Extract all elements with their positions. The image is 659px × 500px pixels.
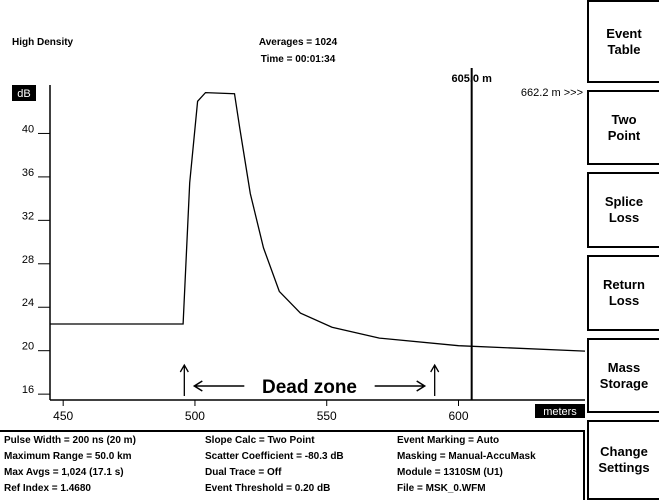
softkey[interactable]: Change Settings [587, 420, 659, 500]
info-field: Ref Index = 1.4680 [4, 483, 91, 494]
x-tick-label: 450 [53, 409, 73, 423]
y-tick-label: 24 [22, 297, 34, 309]
dead-zone-marker [430, 363, 440, 396]
averages-label: Averages = 1024 [259, 37, 338, 48]
y-tick-label: 32 [22, 210, 34, 222]
info-field: Scatter Coefficient = -80.3 dB [205, 451, 344, 462]
trace-view: High Density Averages = 1024 Time = 00:0… [12, 37, 586, 423]
softkey-label: Mass [607, 359, 641, 375]
softkey[interactable]: Two Point [587, 90, 659, 165]
info-field: Dual Trace = Off [205, 467, 282, 478]
y-tick-label: 40 [22, 123, 34, 135]
softkey-label: Return [603, 277, 645, 292]
softkey[interactable]: Mass Storage [587, 338, 659, 413]
softkey-label: Loss [608, 210, 640, 225]
info-field: Slope Calc = Two Point [205, 435, 315, 446]
softkey-label: Two [611, 111, 637, 127]
softkey-label: Storage [599, 375, 649, 391]
softkey-label: Event [606, 25, 642, 41]
info-field: File = MSK_0.WFM [397, 483, 486, 494]
y-tick-label: 16 [22, 384, 34, 396]
offscreen-label: 662.2 m >>> [521, 87, 583, 99]
cursor-label: 605.0 m [451, 73, 492, 85]
dead-zone-marker [179, 363, 189, 396]
x-unit: meters [543, 406, 577, 418]
y-tick-label: 20 [22, 341, 34, 353]
info-field: Event Threshold = 0.20 dB [205, 483, 331, 494]
info-field: Pulse Width = 200 ns (20 m) [4, 435, 136, 446]
info-field: Event Marking = Auto [397, 435, 500, 446]
info-field: Max Avgs = 1,024 (17.1 s) [4, 467, 124, 478]
y-unit-box [12, 85, 36, 101]
time-label: Time = 00:01:34 [261, 54, 336, 65]
softkey[interactable]: Return Loss [587, 255, 659, 331]
softkey-label: Splice [604, 194, 644, 209]
softkey[interactable]: Splice Loss [587, 172, 659, 248]
softkey-label: Point [607, 127, 641, 143]
x-tick-label: 500 [185, 409, 205, 423]
softkey-label: Loss [608, 293, 640, 308]
info-field: Module = 1310SM (U1) [397, 467, 503, 478]
softkey-label: Change [600, 444, 648, 459]
y-unit: dB [17, 88, 30, 100]
mode-label: High Density [12, 37, 74, 48]
x-tick-label: 550 [317, 409, 337, 423]
y-tick-label: 36 [22, 167, 34, 179]
x-tick-label: 600 [448, 409, 468, 423]
dead-zone-arrow [192, 380, 427, 392]
y-tick-label: 28 [22, 254, 34, 266]
info-panel: Pulse Width = 200 ns (20 m) Slope Calc = … [0, 430, 585, 500]
x-unit-box [535, 404, 585, 418]
softkey-label: Settings [598, 460, 650, 475]
softkey-label: Table [607, 41, 641, 57]
dead-zone-label: Dead zone [262, 377, 357, 398]
softkey[interactable]: Event Table [587, 0, 659, 83]
info-field: Maximum Range = 50.0 km [4, 451, 132, 462]
info-field: Masking = Manual-AccuMask [397, 451, 536, 462]
trace [50, 91, 586, 352]
